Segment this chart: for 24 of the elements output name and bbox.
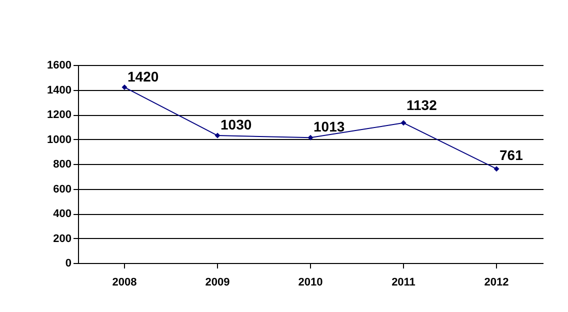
y-tick-label: 1600 [47, 60, 72, 72]
y-tick-label: 200 [53, 232, 72, 245]
data-label: 1013 [314, 118, 345, 135]
y-tick-label: 800 [53, 158, 72, 170]
data-label: 1030 [220, 116, 252, 133]
x-tick-label: 2010 [298, 276, 323, 288]
y-tick-label: 400 [53, 208, 72, 220]
data-label: 761 [500, 146, 524, 163]
point [308, 134, 314, 140]
point [494, 166, 500, 172]
y-tick-label: 1000 [47, 134, 72, 146]
point [214, 132, 220, 138]
point [400, 120, 406, 126]
y-tick-label: 1400 [47, 84, 72, 96]
point [122, 84, 128, 90]
data-label: 1420 [128, 68, 159, 84]
y-tick-label: 600 [53, 183, 72, 196]
data-label: 1132 [406, 96, 438, 113]
x-tick-label: 2012 [484, 276, 509, 288]
x-tick-label: 2008 [112, 276, 137, 288]
x-tick-label: 2009 [205, 276, 230, 288]
y-tick-label: 1200 [47, 109, 72, 121]
x-tick-label: 2011 [392, 276, 416, 288]
y-tick-label: 0 [65, 258, 72, 270]
